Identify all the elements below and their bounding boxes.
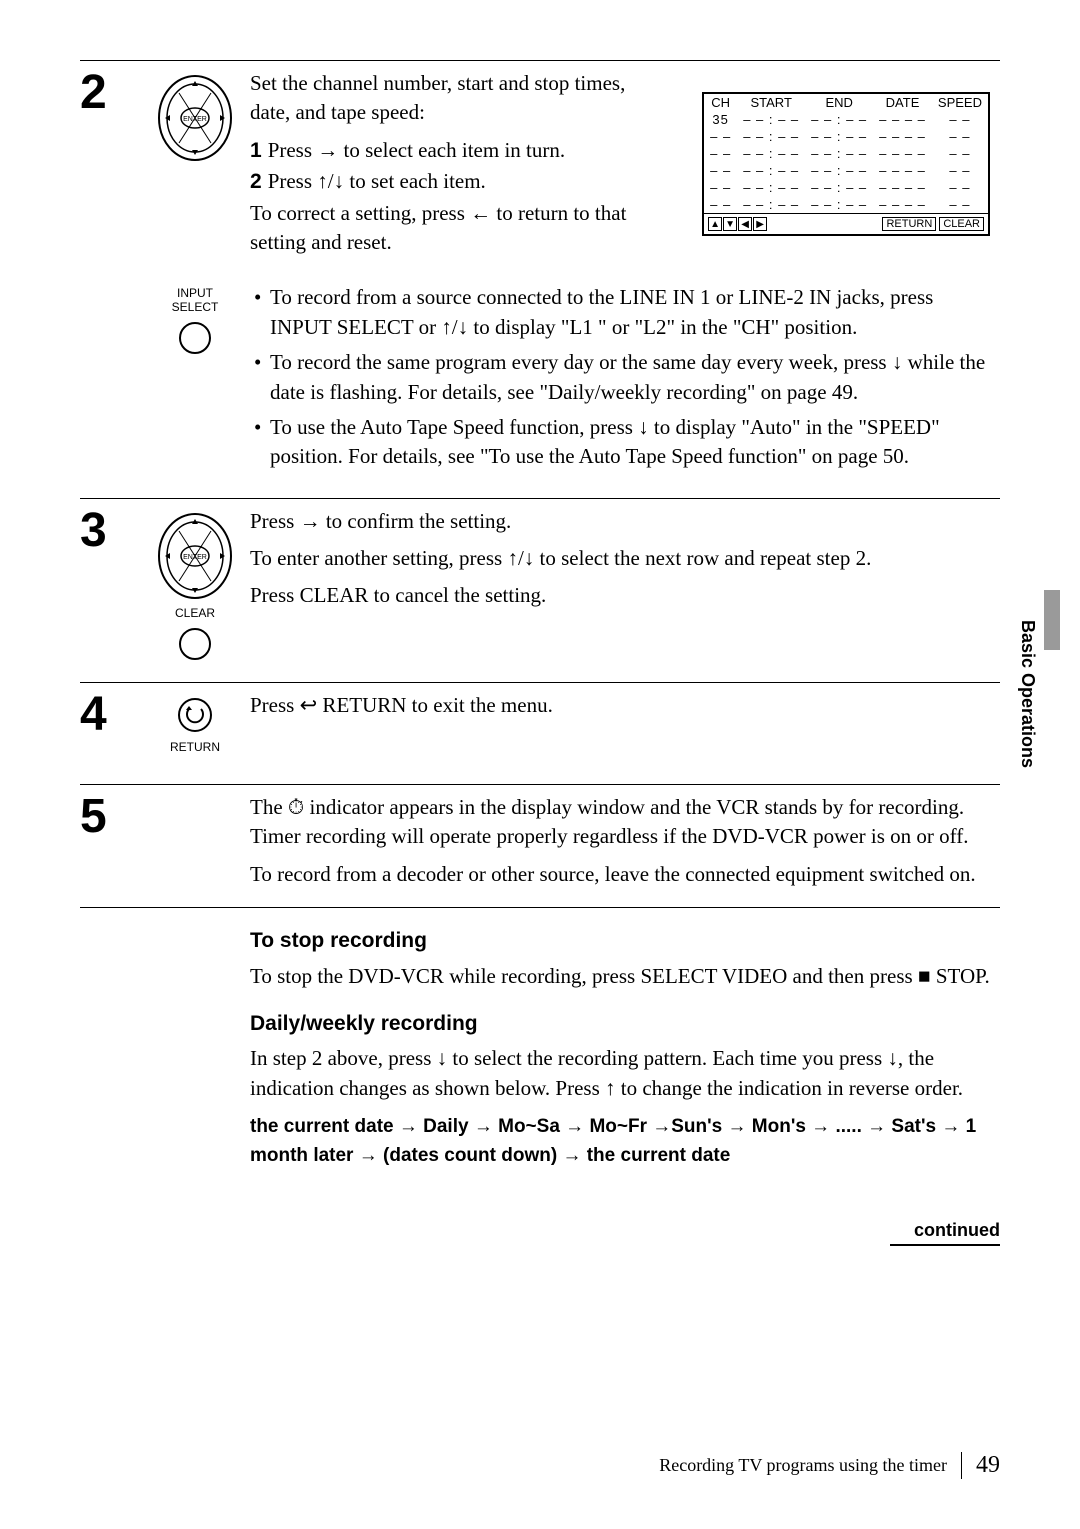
step-4: 4 RETURN Press ↩ RETURN to exit the menu… (80, 682, 1000, 754)
step3-p2: To enter another setting, press ↑/↓ to s… (250, 544, 990, 573)
step-3: 3 ENTER CLEAR Press → to confirm the set… (80, 498, 1000, 662)
timer-table: CHSTARTENDDATESPEED 35– – : – –– – : – –… (702, 92, 990, 236)
table-row: 35– – : – –– – : – –– – – –– – (704, 111, 988, 128)
input-select-label: INPUT SELECT (172, 287, 219, 313)
recording-pattern: the current date → Daily → Mo~Sa → Mo~Fr… (250, 1113, 1000, 1170)
page-number: 49 (961, 1452, 1000, 1479)
section-tab: Basic Operations (1017, 620, 1038, 768)
step-5: 5 The ⏱ indicator appears in the display… (80, 784, 1000, 897)
continued-label: continued (890, 1220, 1000, 1246)
step5-p1: The ⏱ indicator appears in the display w… (250, 793, 990, 852)
step5-p2: To record from a decoder or other source… (250, 860, 990, 889)
step4-p1: Press ↩ RETURN to exit the menu. (250, 691, 990, 720)
step2-bullet-2: To record the same program every day or … (250, 348, 990, 407)
table-header: END (805, 94, 873, 111)
input-select-button-icon (177, 320, 213, 356)
step2-bullet-3: To use the Auto Tape Speed function, pre… (250, 413, 990, 472)
svg-text:ENTER: ENTER (183, 554, 207, 561)
clear-label: CLEAR (175, 607, 215, 620)
clear-button-icon (177, 626, 213, 662)
step-number: 2 (80, 69, 140, 265)
table-header: DATE (873, 94, 932, 111)
svg-text:ENTER: ENTER (183, 116, 207, 123)
step2-correct: To correct a setting, press ← to return … (250, 199, 670, 258)
return-mini-button: RETURN (882, 217, 936, 231)
step3-p3: Press CLEAR to cancel the setting. (250, 581, 990, 610)
table-row: – –– – : – –– – : – –– – – –– – (704, 179, 988, 196)
footer-title: Recording TV programs using the timer (659, 1455, 947, 1476)
table-row: – –– – : – –– – : – –– – – –– – (704, 128, 988, 145)
step-number: 5 (80, 793, 140, 897)
table-row: – –– – : – –– – : – –– – – –– – (704, 162, 988, 179)
table-header: CH (704, 94, 737, 111)
step-2-cont: INPUT SELECT To record from a source con… (80, 275, 1000, 477)
stop-recording-heading: To stop recording (250, 926, 1000, 955)
step-number: 3 (80, 507, 140, 662)
page-footer: Recording TV programs using the timer 49 (659, 1452, 1000, 1479)
table-header: START (737, 94, 805, 111)
stop-recording-text: To stop the DVD-VCR while recording, pre… (250, 962, 1000, 991)
return-label: RETURN (170, 741, 220, 754)
step3-p1: Press → to confirm the setting. (250, 507, 990, 536)
arrow-keys-icon: ▲▼◀▶ (708, 217, 767, 231)
side-accent-bar (1044, 590, 1060, 650)
table-row: – –– – : – –– – : – –– – – –– – (704, 145, 988, 162)
step-number: 4 (80, 691, 140, 754)
return-button-icon (175, 695, 215, 735)
table-header: SPEED (932, 94, 988, 111)
daily-weekly-text: In step 2 above, press ↓ to select the r… (250, 1044, 1000, 1103)
dpad-enter-icon: ENTER (155, 511, 235, 601)
clear-mini-button: CLEAR (939, 217, 984, 231)
dpad-enter-icon: ENTER (155, 73, 235, 163)
step2-bullet-1: To record from a source connected to the… (250, 283, 990, 342)
lower-section: To stop recording To stop the DVD-VCR wh… (80, 926, 1000, 1170)
step2-intro: Set the channel number, start and stop t… (250, 69, 670, 128)
daily-weekly-heading: Daily/weekly recording (250, 1009, 1000, 1038)
table-row: – –– – : – –– – : – –– – – –– – (704, 196, 988, 213)
